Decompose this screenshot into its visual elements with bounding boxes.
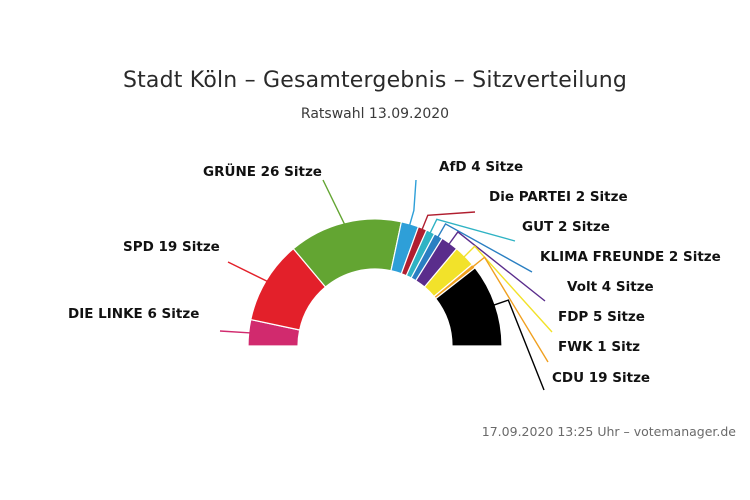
label-die-linke: DIE LINKE 6 Sitze xyxy=(68,306,199,322)
label-gr-ne: GRÜNE 26 Sitze xyxy=(203,162,322,180)
leader-line-gut xyxy=(429,218,516,242)
chart-title: Stadt Köln – Gesamtergebnis – Sitzvertei… xyxy=(122,68,628,93)
label-gut: GUT 2 Sitze xyxy=(522,219,610,235)
label-volt: Volt 4 Sitze xyxy=(567,279,654,295)
label-fwk: FWK 1 Sitz xyxy=(558,339,640,355)
leader-line-afd xyxy=(408,179,417,227)
leader-line-spd xyxy=(227,261,269,283)
leader-line-volt xyxy=(447,230,546,302)
chart-subtitle: Ratswahl 13.09.2020 xyxy=(300,106,450,122)
label-cdu: CDU 19 Sitze xyxy=(552,370,650,386)
footer-source: 17.09.2020 13:25 Uhr – votemanager.de xyxy=(481,424,736,439)
leader-line-fwk xyxy=(471,256,549,363)
slice-cdu xyxy=(434,266,503,347)
leader-line-fdp xyxy=(462,245,553,333)
label-klima-freunde: KLIMA FREUNDE 2 Sitze xyxy=(540,249,721,265)
label-die-partei: Die PARTEI 2 Sitze xyxy=(489,189,628,205)
leader-line-die-linke xyxy=(219,330,251,334)
leader-line-klima-freunde xyxy=(436,222,533,273)
leader-line-cdu xyxy=(492,299,545,391)
label-afd: AfD 4 Sitze xyxy=(439,159,523,175)
label-fdp: FDP 5 Sitze xyxy=(558,309,645,325)
leader-line-gr-ne xyxy=(322,179,346,226)
leader-line-die-partei xyxy=(421,211,476,231)
label-spd: SPD 19 Sitze xyxy=(123,239,220,255)
